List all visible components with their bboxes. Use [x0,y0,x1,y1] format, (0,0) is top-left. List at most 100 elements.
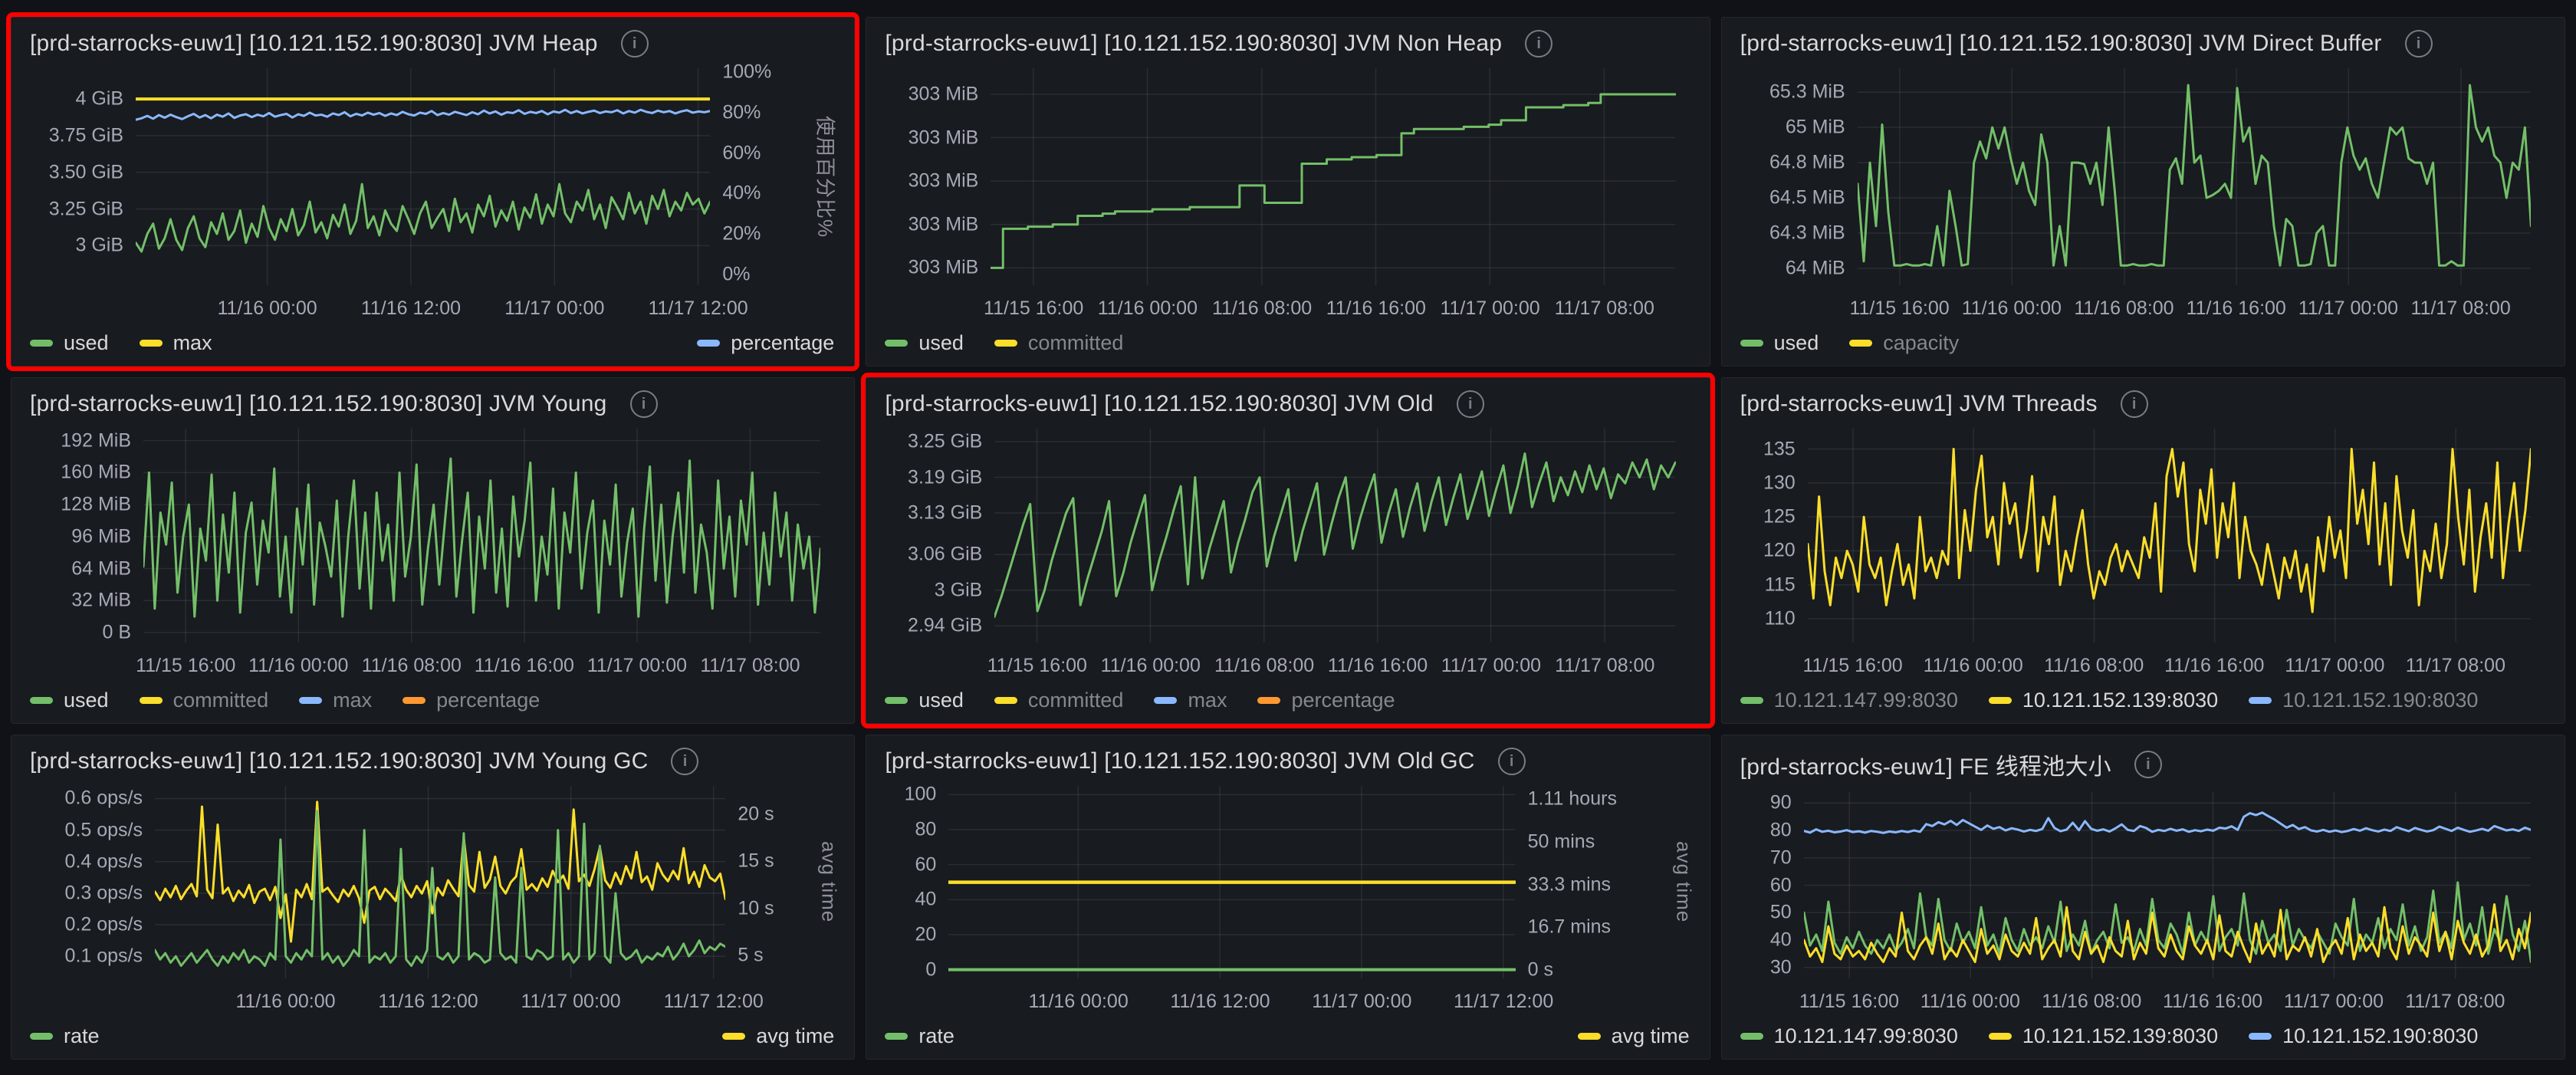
info-icon[interactable]: i [2134,751,2162,778]
legend-swatch-icon [1257,697,1281,704]
y-tick-label: 100% [722,61,772,83]
x-tick-label: 11/17 00:00 [504,298,605,319]
panel-title[interactable]: [prd-starrocks-euw1] [10.121.152.190:803… [30,748,649,774]
y-tick-label: 0.3 ops/s [64,882,143,904]
legend-item[interactable]: used [885,689,964,712]
legend-item[interactable]: max [139,331,212,355]
legend-swatch-icon [402,697,426,704]
legend-item[interactable]: max [1154,689,1227,712]
chart-canvas[interactable] [948,786,1515,978]
series-line-10.121.152.190-8030 [1804,813,2531,833]
legend-item[interactable]: used [30,689,109,712]
panel-title[interactable]: [prd-starrocks-euw1] [10.121.152.190:803… [885,391,1434,416]
x-tick-label: 11/17 00:00 [2298,298,2399,319]
y-tick-label: 80 [915,818,937,840]
legend-item[interactable]: rate [885,1024,955,1048]
y-axis-right [2531,792,2551,978]
legend-item[interactable]: 10.121.147.99:8030 [1740,689,1958,712]
legend-swatch-icon [885,340,909,347]
legend-item[interactable]: percentage [1257,689,1395,712]
legend-swatch-icon [2249,697,2272,704]
x-axis-spacer-left [1731,643,1808,682]
x-tick-label: 11/17 00:00 [521,991,621,1012]
chart-canvas[interactable] [1808,429,2531,643]
info-icon[interactable]: i [2120,390,2148,418]
chart-canvas[interactable] [155,786,725,978]
legend-item[interactable]: 10.121.152.139:8030 [1988,1024,2218,1048]
info-icon[interactable]: i [1497,748,1526,775]
legend-swatch-icon [1740,697,1763,704]
legend-swatch-icon [2249,1033,2272,1040]
plot-area: 0 20 40 60 80 100 0 s 16.7 mins 33.3 mins 50 min… [876,784,1696,981]
panel-title[interactable]: [prd-starrocks-euw1] [10.121.152.190:803… [885,31,1503,56]
legend-swatch-icon [885,1033,909,1040]
info-icon[interactable]: i [620,30,649,58]
panel-title[interactable]: [prd-starrocks-euw1] [10.121.152.190:803… [885,748,1475,774]
legend-swatch-icon [139,697,163,704]
legend-item[interactable]: rate [30,1024,100,1048]
y-tick-label: 125 [1763,505,1796,528]
panel-title[interactable]: [prd-starrocks-euw1] FE 线程池大小 [1740,754,2111,780]
chart-canvas[interactable] [994,429,1675,643]
legend-swatch-icon [1154,697,1178,704]
y-tick-label: 32 MiB [71,589,131,611]
legend-item[interactable]: used [885,331,964,355]
y-tick-label: 60% [722,142,761,164]
plot-area: 0.1 ops/s 0.2 ops/s 0.3 ops/s 0.4 ops/s 0.5 … [21,786,840,978]
legend-item[interactable]: committed [994,689,1124,712]
chart-svg [948,786,1515,978]
legend-item[interactable]: committed [994,331,1123,355]
legend-item[interactable]: 10.121.152.190:8030 [2249,689,2478,712]
chart-canvas[interactable] [1804,792,2531,978]
panel-title[interactable]: [prd-starrocks-euw1] [10.121.152.190:803… [30,31,598,56]
x-tick-label: 11/16 12:00 [360,298,462,319]
legend-group-left: 10.121.147.99:8030 10.121.152.139:8030 10.… [1740,1024,2478,1048]
y-tick-label: 64.8 MiB [1769,151,1845,173]
y-tick-label: 0.2 ops/s [64,913,143,935]
legend-item[interactable]: 10.121.152.190:8030 [2249,1024,2478,1048]
legend-label: committed [172,689,269,712]
legend-item[interactable]: used [30,331,109,355]
y-tick-label: 3.50 GiB [48,161,123,183]
legend-swatch-icon [697,340,721,347]
legend-item[interactable]: max [299,689,372,712]
legend-item[interactable]: percentage [402,689,540,712]
x-tick-label: 11/16 16:00 [2186,298,2286,319]
right-axis-title: 使用百分比% [813,115,837,238]
panel-title[interactable]: [prd-starrocks-euw1] JVM Threads [1740,391,2098,416]
info-icon[interactable]: i [629,390,658,418]
chart-canvas[interactable] [136,68,710,285]
y-tick-label: 64 MiB [71,557,131,580]
legend-item[interactable]: avg time [722,1024,834,1048]
panel-title[interactable]: [prd-starrocks-euw1] [10.121.152.190:803… [1740,31,2382,56]
info-icon[interactable]: i [1525,30,1553,58]
x-axis-labels: 11/15 16:00 11/16 00:00 11/16 08:00 11/16 1… [987,643,1675,682]
legend: 10.121.147.99:8030 10.121.152.139:8030 10.… [1731,1018,2551,1056]
y-tick-label: 0 [925,958,937,981]
chart-canvas[interactable] [143,429,820,643]
x-tick-label: 11/16 08:00 [1211,298,1313,319]
info-icon[interactable]: i [671,748,699,775]
legend-item[interactable]: 10.121.152.139:8030 [1988,689,2218,712]
chart-canvas[interactable] [991,68,1675,285]
panel-header: [prd-starrocks-euw1] [10.121.152.190:803… [876,740,1695,778]
panel-title[interactable]: [prd-starrocks-euw1] [10.121.152.190:803… [30,391,607,416]
legend-item[interactable]: 10.121.147.99:8030 [1740,1024,1958,1048]
panel-jvm-old-gc: [prd-starrocks-euw1] [10.121.152.190:803… [866,735,1710,1060]
legend-label: committed [1027,689,1124,712]
legend-item[interactable]: used [1740,331,1819,355]
legend-item[interactable]: capacity [1849,331,1959,355]
y-axis-right: 0 s 16.7 mins 33.3 mins 50 mins 1.11 hours av… [1516,786,1696,980]
y-tick-label: 128 MiB [61,493,131,515]
legend-item[interactable]: avg time [1577,1024,1690,1048]
x-tick-label: 11/17 08:00 [1554,298,1654,319]
x-axis: 11/15 16:00 11/16 00:00 11/16 08:00 11/16 1… [876,285,1695,325]
legend-item[interactable]: committed [139,689,269,712]
legend-item[interactable]: percentage [697,331,834,355]
y-tick-label: 40 [915,888,937,910]
x-tick-label: 11/17 00:00 [1440,298,1540,319]
info-icon[interactable]: i [1456,390,1484,418]
chart-canvas[interactable] [1858,68,2531,285]
info-icon[interactable]: i [2404,30,2433,58]
legend-label: 10.121.152.190:8030 [2282,1024,2479,1047]
